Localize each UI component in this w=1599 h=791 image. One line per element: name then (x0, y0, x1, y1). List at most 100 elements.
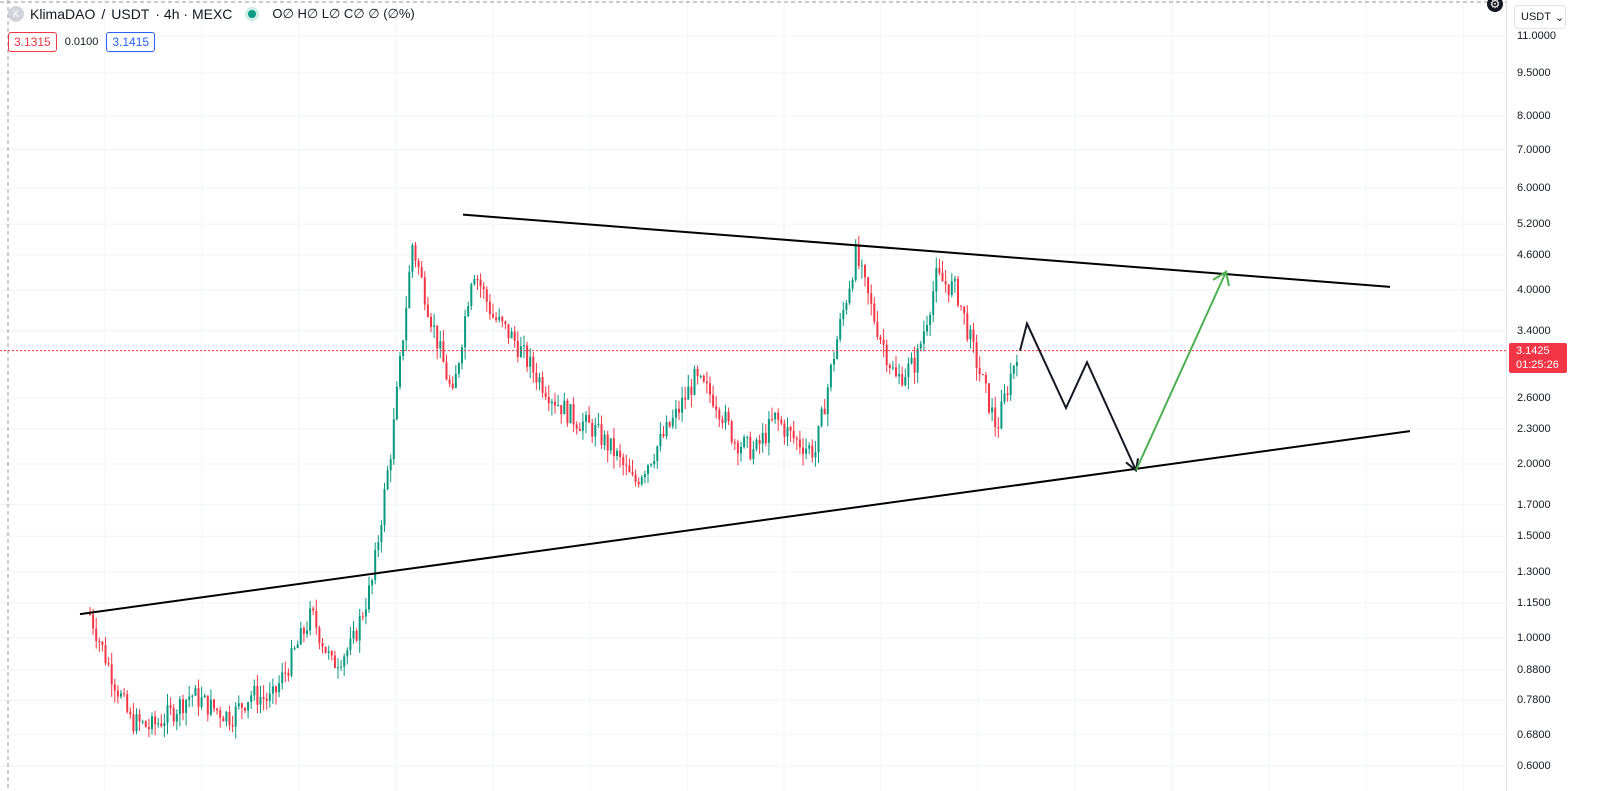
candle (104, 636, 107, 666)
sell-button[interactable]: 3.1315 (8, 32, 57, 52)
candle-body (786, 427, 789, 437)
candle (972, 322, 975, 353)
buy-button[interactable]: 3.1415 (106, 32, 156, 52)
candle-body (488, 301, 491, 315)
candle-body (854, 244, 857, 280)
candle-body (879, 337, 882, 340)
candle-body (647, 465, 649, 475)
candle-body (891, 367, 894, 369)
candle-body (290, 648, 293, 676)
candle (808, 442, 811, 455)
candle (256, 674, 259, 714)
candle-body (705, 381, 708, 384)
candle (901, 366, 904, 387)
symbol-name[interactable]: KlimaDAO (30, 6, 96, 22)
candle (154, 710, 157, 736)
candle (702, 374, 705, 383)
candle (138, 709, 141, 732)
candle (395, 381, 398, 421)
price-chart[interactable] (0, 0, 1507, 791)
price-tick-label: 7.0000 (1517, 143, 1551, 156)
candle-body (244, 707, 246, 711)
candle (650, 463, 653, 468)
candle (833, 351, 835, 372)
chart-pane[interactable] (0, 0, 1507, 791)
candle-body (612, 438, 615, 456)
candle-body (981, 374, 984, 376)
candle (507, 324, 510, 344)
candle-body (213, 699, 215, 709)
candle (696, 365, 699, 385)
candle (656, 445, 659, 469)
candle (492, 303, 494, 319)
candle-body (498, 316, 501, 320)
candle-body (529, 356, 532, 367)
candle-body (988, 383, 990, 413)
price-tick-label: 1.5000 (1517, 530, 1551, 543)
projected-path[interactable] (1019, 320, 1137, 471)
candle-body (383, 489, 386, 526)
target-arrow[interactable] (1135, 271, 1227, 471)
candle-body (116, 690, 119, 697)
candle-body (271, 686, 274, 694)
candle-body (197, 688, 200, 707)
candle (361, 611, 364, 621)
resistance-trendline[interactable] (462, 213, 1391, 288)
candle (963, 306, 966, 325)
candle (144, 720, 147, 728)
candle (786, 417, 789, 446)
candle (792, 420, 795, 444)
symbol-legend[interactable]: K KlimaDAO / USDT · 4h · MEXC O∅ H∅ L∅ C… (8, 6, 415, 22)
candle (888, 363, 891, 375)
support-trendline[interactable] (79, 430, 1411, 616)
candle-body (764, 432, 767, 443)
price-tick-label: 6.0000 (1517, 182, 1551, 195)
candle (296, 640, 299, 649)
candle (244, 706, 246, 714)
candle (188, 685, 191, 708)
candle (95, 617, 98, 649)
candle-body (191, 695, 194, 697)
price-axis[interactable]: 11.0000 9.5000 8.0000 7.0000 6.0000 5.2000 4.6… (1507, 0, 1599, 791)
candle (659, 422, 662, 452)
candle (854, 239, 857, 283)
candle (234, 702, 237, 739)
drawings[interactable] (79, 213, 1411, 616)
interval-exchange[interactable]: · 4h · MEXC (155, 6, 233, 22)
market-status-icon[interactable] (248, 10, 257, 18)
currency-select[interactable]: USDT ⌄ (1514, 5, 1566, 29)
candle-body (228, 711, 231, 726)
candle (957, 276, 959, 308)
candle (984, 371, 987, 393)
price-tick-label: 8.0000 (1517, 110, 1551, 122)
candle (594, 417, 597, 447)
candle-body (504, 321, 507, 325)
candle (690, 378, 693, 408)
candle-body (727, 411, 730, 422)
gear-icon[interactable]: ⚙ (1487, 0, 1503, 12)
candle (612, 428, 615, 469)
candle (857, 235, 860, 270)
candle-body (461, 347, 463, 364)
candle-body (898, 373, 901, 377)
candle (107, 657, 110, 667)
candle (219, 706, 222, 728)
candle-body (736, 442, 739, 454)
candle-body (169, 705, 172, 709)
candle (727, 407, 730, 425)
candle (693, 365, 696, 396)
bar-countdown: 01:25:26 (1516, 359, 1559, 371)
candle-body (135, 714, 138, 732)
candle (247, 701, 250, 719)
candle-body (569, 404, 572, 424)
candle (867, 276, 870, 305)
candle (467, 301, 470, 318)
candle (749, 431, 752, 461)
candle (349, 626, 352, 656)
candle-body (653, 461, 656, 465)
candle-body (439, 341, 442, 349)
candle (842, 301, 845, 326)
candle (389, 454, 392, 483)
candle (262, 685, 265, 711)
candle (473, 274, 476, 286)
